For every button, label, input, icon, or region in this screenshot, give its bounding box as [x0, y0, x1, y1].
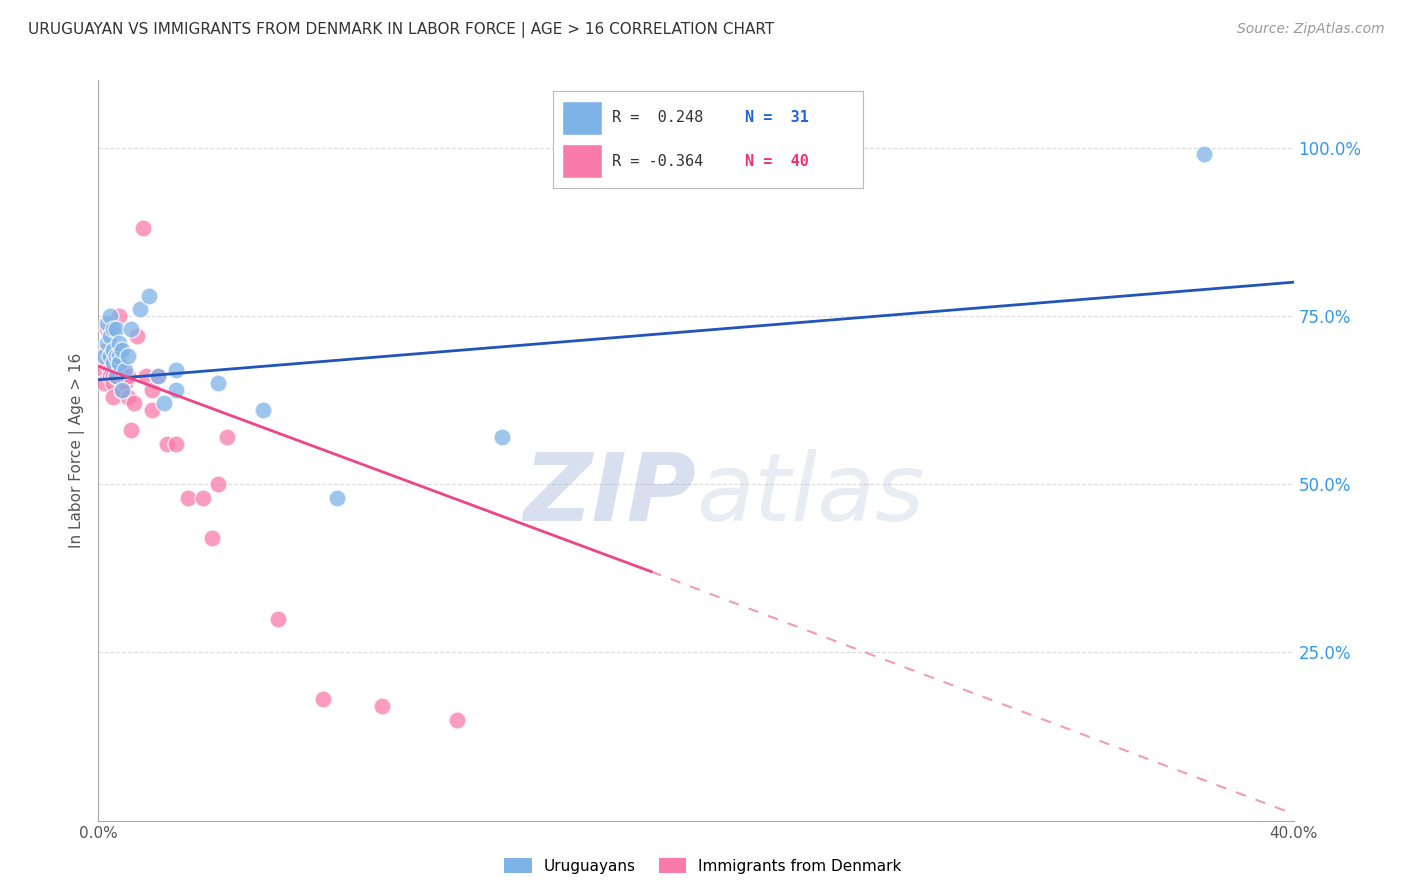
Point — [371, 699, 394, 714]
Point — [111, 343, 134, 357]
Point — [108, 356, 131, 370]
Point — [108, 356, 131, 370]
Point — [96, 356, 118, 370]
Point — [148, 369, 170, 384]
Point — [177, 491, 200, 505]
Point — [132, 221, 155, 235]
Point — [103, 356, 125, 370]
Point — [100, 329, 122, 343]
Point — [105, 369, 128, 384]
Point — [103, 322, 125, 336]
Point — [108, 309, 131, 323]
Point — [153, 396, 176, 410]
Point — [252, 403, 274, 417]
Point — [114, 362, 136, 376]
Point — [111, 362, 134, 376]
Point — [127, 329, 149, 343]
Point — [100, 369, 122, 384]
Point — [93, 362, 115, 376]
Point — [96, 316, 118, 330]
Point — [311, 692, 333, 706]
Point — [120, 423, 142, 437]
Point — [93, 376, 115, 391]
Point — [105, 369, 128, 384]
Point — [135, 369, 157, 384]
Point — [114, 376, 136, 391]
Point — [165, 383, 187, 397]
Point — [138, 288, 160, 302]
Point — [108, 335, 131, 350]
Y-axis label: In Labor Force | Age > 16: In Labor Force | Age > 16 — [69, 353, 86, 548]
Point — [108, 349, 131, 363]
Point — [191, 491, 214, 505]
Point — [267, 612, 290, 626]
Point — [1192, 147, 1215, 161]
Point — [215, 430, 238, 444]
Point — [100, 322, 122, 336]
Text: URUGUAYAN VS IMMIGRANTS FROM DENMARK IN LABOR FORCE | AGE > 16 CORRELATION CHART: URUGUAYAN VS IMMIGRANTS FROM DENMARK IN … — [28, 22, 775, 38]
Point — [156, 436, 179, 450]
Legend: Uruguayans, Immigrants from Denmark: Uruguayans, Immigrants from Denmark — [498, 852, 908, 880]
Point — [96, 343, 118, 357]
Point — [326, 491, 349, 505]
Point — [446, 713, 468, 727]
Point — [96, 335, 118, 350]
Point — [124, 396, 146, 410]
Point — [120, 322, 142, 336]
Point — [105, 322, 128, 336]
Point — [117, 369, 139, 384]
Point — [100, 362, 122, 376]
Point — [96, 322, 118, 336]
Point — [117, 349, 139, 363]
Point — [111, 383, 134, 397]
Point — [207, 477, 229, 491]
Point — [103, 356, 125, 370]
Point — [93, 349, 115, 363]
Point — [105, 343, 128, 357]
Point — [201, 531, 224, 545]
Point — [100, 309, 122, 323]
Point — [129, 302, 152, 317]
Point — [207, 376, 229, 391]
Text: ZIP: ZIP — [523, 449, 696, 541]
Point — [148, 369, 170, 384]
Text: Source: ZipAtlas.com: Source: ZipAtlas.com — [1237, 22, 1385, 37]
Text: atlas: atlas — [696, 450, 924, 541]
Point — [103, 369, 125, 384]
Point — [100, 349, 122, 363]
Point — [103, 390, 125, 404]
Point — [141, 403, 163, 417]
Point — [165, 436, 187, 450]
Point — [105, 349, 128, 363]
Point — [491, 430, 513, 444]
Point — [103, 343, 125, 357]
Point — [165, 362, 187, 376]
Point — [141, 383, 163, 397]
Point — [103, 376, 125, 391]
Point — [117, 390, 139, 404]
Point — [111, 383, 134, 397]
